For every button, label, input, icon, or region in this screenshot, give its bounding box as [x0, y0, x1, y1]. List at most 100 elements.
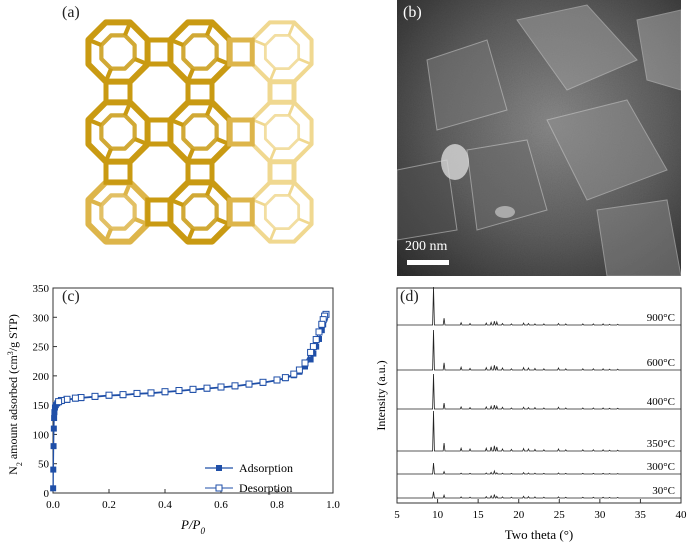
plot-frame [396, 287, 682, 504]
desorption-point [307, 348, 315, 356]
desorption-point [71, 394, 79, 402]
desorption-point [133, 389, 141, 397]
cage-strut [298, 57, 313, 66]
legend-adsorption-label: Adsorption [239, 461, 293, 475]
sodalite-cage [85, 19, 151, 85]
x-tick-label: 20 [513, 509, 525, 521]
y-tick-label: 250 [33, 342, 50, 354]
cage-strut [87, 117, 103, 128]
cage-inner-ring [263, 33, 301, 71]
x-tick-label: 5 [394, 509, 400, 521]
desorption-point [309, 343, 317, 351]
x-tick-label: 0.4 [158, 499, 172, 511]
double-four-ring [267, 159, 297, 185]
double-four-ring [267, 79, 297, 105]
y-axis-label: N2 amount adsorbed (cm3/g STP) [6, 314, 24, 475]
desorption-point [312, 336, 320, 344]
cage-inner-ring [99, 113, 137, 151]
adsorption-point [51, 415, 58, 422]
x-tick-label: 0.8 [270, 499, 284, 511]
sem-flake [397, 159, 458, 241]
cage-strut [87, 37, 103, 48]
plot-frame [52, 287, 334, 494]
isotherm-chart: 0.0 0.2 0.4 0.6 0.8 1.0 0 50 100 150 200 250 300 350 P… [6, 283, 341, 536]
sem-bright-particle [495, 206, 515, 218]
xrd-temperature-label: 350°C [647, 438, 675, 450]
sodalite-cage [250, 180, 314, 244]
cage-inner-ring [263, 113, 301, 151]
xrd-temperature-label: 30°C [652, 485, 675, 497]
double-four-ring [185, 159, 215, 185]
xrd-temperature-label: 600°C [647, 357, 675, 369]
xrd-pattern-line [397, 491, 681, 499]
sodalite-cage [85, 99, 151, 165]
desorption-point [273, 376, 281, 384]
desorption-point [55, 398, 63, 406]
cage-strut [103, 227, 114, 243]
scale-bar-label: 200 nm [405, 239, 448, 254]
sem-flake [546, 99, 668, 201]
desorption-point [301, 359, 309, 367]
scale-bar [407, 260, 449, 265]
xrd-chart: 5 10 15 20 25 30 35 40 Two theta (°) Intensity (a… [374, 286, 687, 542]
desorption-point [147, 389, 155, 397]
cage-connectors [103, 37, 297, 227]
x-tick-label: 0.2 [102, 499, 116, 511]
cage-strut [185, 227, 196, 243]
x-tick-label: 35 [635, 509, 647, 521]
adsorption-point [302, 363, 308, 370]
double-four-ring [145, 197, 173, 227]
sodalite-cage [167, 19, 233, 85]
sem-flake [516, 4, 638, 91]
desorption-point [217, 383, 225, 391]
y-tick-label: 300 [33, 312, 50, 324]
x-tick-label: 25 [554, 509, 566, 521]
desorption-point [189, 385, 197, 393]
desorption-point [290, 370, 298, 378]
framework-cages [85, 19, 314, 245]
desorption-point [318, 320, 326, 328]
sodalite-cage [167, 179, 233, 245]
xrd-temperature-label: 900°C [647, 312, 675, 324]
cage-strut [268, 228, 277, 243]
xrd-pattern-line [397, 462, 681, 475]
x-axis-label: P/P0 [180, 517, 206, 536]
panel-a-label: (a) [62, 4, 80, 21]
y-tick-label: 100 [33, 429, 50, 441]
double-four-ring [145, 117, 173, 147]
y-tick-label: 0 [44, 488, 50, 500]
xrd-pattern-line [397, 410, 681, 452]
x-tick-label: 1.0 [326, 499, 340, 511]
y-tick-label: 50 [38, 459, 50, 471]
sodalite-cage [167, 99, 233, 165]
y-tick-label: 200 [33, 371, 50, 383]
cage-inner-ring [181, 113, 219, 151]
sem-micrograph [397, 0, 681, 276]
y-tick-label: 350 [33, 283, 50, 295]
sem-image-panel: (b) 200 nm [397, 0, 681, 276]
desorption-point [315, 328, 323, 336]
sem-flake [466, 139, 548, 231]
desorption-point [281, 374, 289, 382]
x-tick-label: 15 [473, 509, 485, 521]
framework-structure-panel: (a) [50, 0, 350, 280]
cage-strut [87, 197, 103, 208]
adsorption-point [50, 425, 57, 432]
xrd-pattern-line [397, 329, 681, 371]
y-axis-label: Intensity (a.u.) [374, 360, 388, 430]
cage-inner-ring [181, 33, 219, 71]
double-four-ring [185, 79, 215, 105]
double-four-ring [227, 197, 255, 227]
cage-strut [298, 137, 313, 146]
sem-flake [596, 199, 681, 276]
double-four-ring [103, 159, 133, 185]
desorption-point [231, 382, 239, 390]
x-tick-label: 0.6 [214, 499, 228, 511]
adsorption-point [50, 485, 57, 492]
desorption-point [175, 387, 183, 394]
cage-strut [287, 21, 296, 36]
adsorption-point [51, 409, 58, 416]
xrd-temperature-label: 400°C [647, 396, 675, 408]
legend-adsorption-marker [216, 465, 222, 471]
adsorption-point [50, 443, 57, 450]
